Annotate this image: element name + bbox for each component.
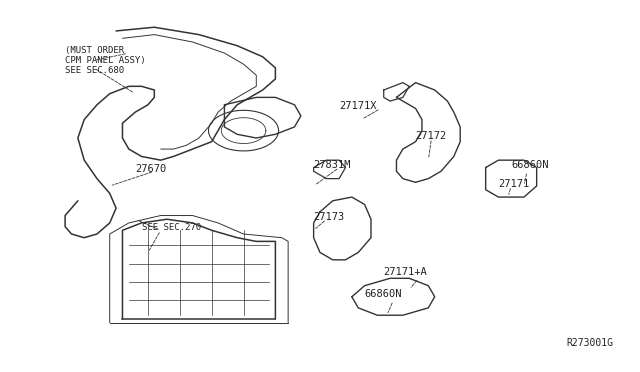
Text: SEE SEC.270: SEE SEC.270 (141, 223, 201, 232)
Text: 27831M: 27831M (314, 160, 351, 170)
Text: 66860N: 66860N (365, 289, 402, 299)
Text: (MUST ORDER
CPM PANEL ASSY)
SEE SEC.680: (MUST ORDER CPM PANEL ASSY) SEE SEC.680 (65, 46, 146, 76)
Text: R273001G: R273001G (566, 339, 613, 349)
Text: 27171: 27171 (499, 179, 530, 189)
Text: 66860N: 66860N (511, 160, 548, 170)
Text: 27173: 27173 (314, 212, 345, 222)
Text: 27670: 27670 (135, 164, 166, 174)
Text: 27171X: 27171X (339, 101, 376, 111)
Text: 27172: 27172 (415, 131, 447, 141)
Text: 27171+A: 27171+A (384, 267, 428, 277)
